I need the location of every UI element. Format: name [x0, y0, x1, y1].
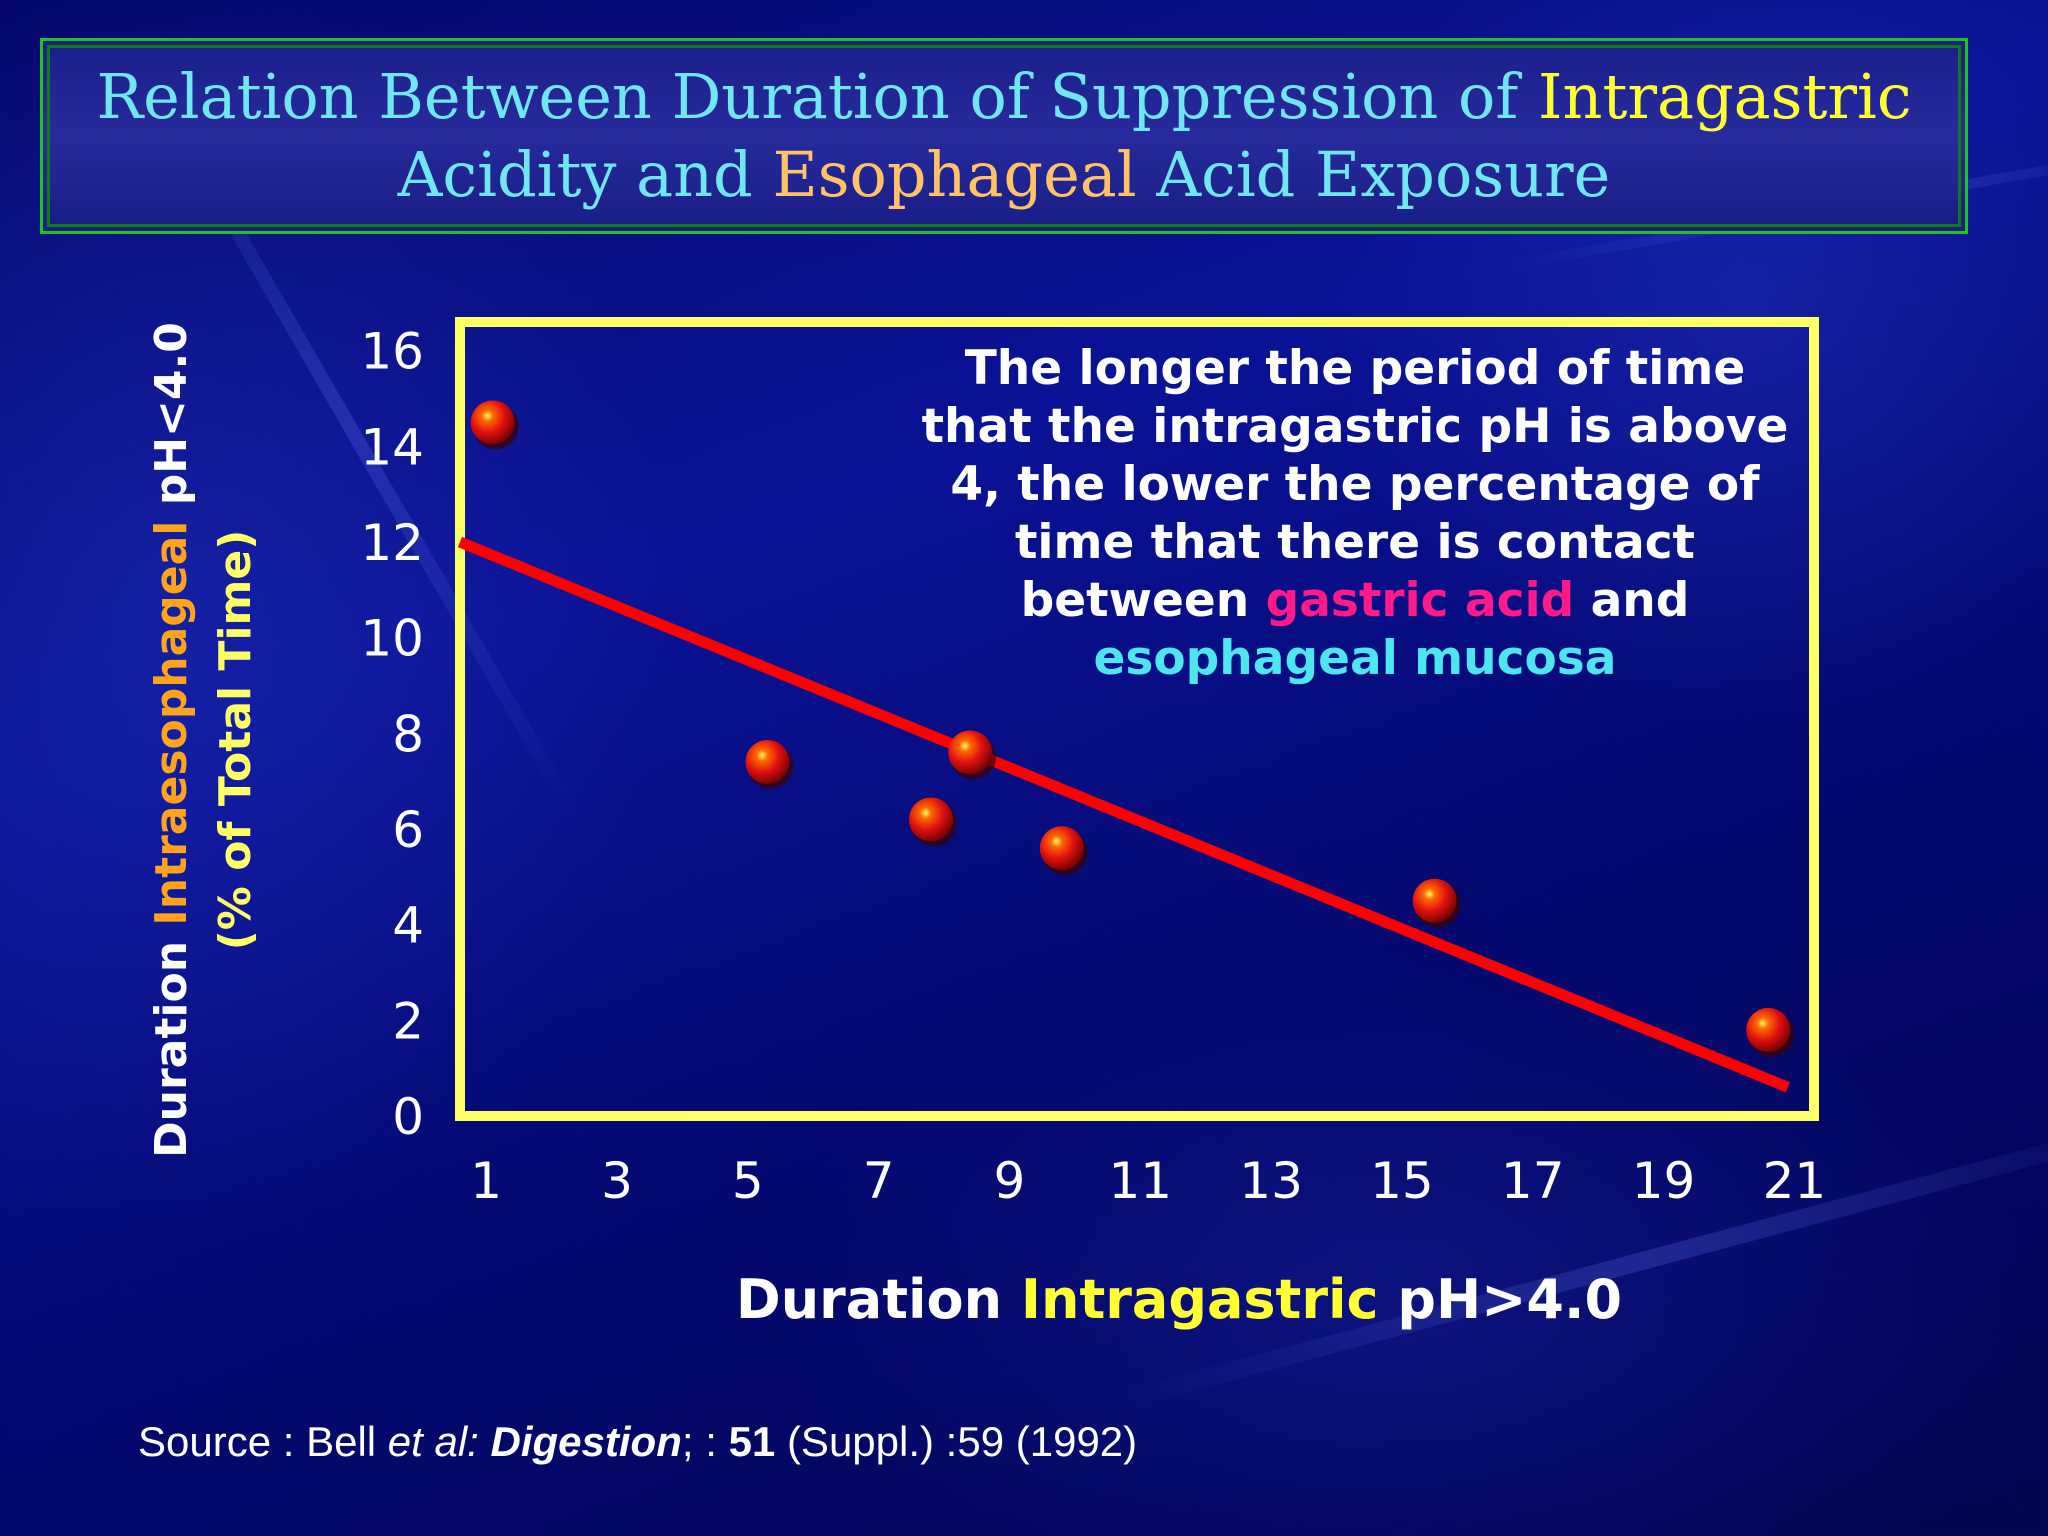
x-tick-label: 19 [1632, 1152, 1696, 1210]
x-tick-label: 17 [1501, 1152, 1565, 1210]
annotation-highlight-gastric-acid: gastric acid [1265, 573, 1575, 628]
y-tick-label: 12 [360, 514, 424, 572]
data-point [1746, 1007, 1795, 1057]
x-tick-label: 21 [1763, 1152, 1827, 1210]
source-citation: Source : Bell et al: Digestion; : 51 (Su… [138, 1418, 1137, 1466]
data-point [948, 730, 997, 780]
data-point [1039, 826, 1088, 876]
title-highlight-intragastric: Intragastric [1538, 60, 1912, 133]
data-point [470, 400, 519, 450]
source-volume: 51 [728, 1418, 776, 1465]
data-points [470, 400, 1795, 1057]
data-point-marker [1746, 1007, 1791, 1052]
x-tick-label: 9 [994, 1152, 1026, 1210]
data-point-marker [908, 797, 953, 842]
title-line-2: Acidity and Esophageal Acid Exposure [398, 136, 1611, 214]
annotation-line: The longer the period of time [964, 341, 1746, 396]
y-tick-label: 16 [360, 323, 424, 381]
data-point [1412, 878, 1461, 928]
title-text: Acidity and [397, 138, 773, 211]
title-text: Acid Exposure [1136, 138, 1611, 211]
trend-line-group [457, 536, 1790, 1093]
trend-line [457, 536, 1790, 1093]
annotation-text: and [1574, 573, 1690, 628]
y-tick-label: 6 [392, 801, 424, 859]
data-point [745, 740, 794, 790]
y-tick-labels: 0 2 4 6 8 10 12 14 16 [360, 323, 424, 1146]
y-tick-label: 2 [392, 992, 424, 1050]
x-tick-label: 1 [470, 1152, 502, 1210]
source-journal: Digestion [490, 1418, 682, 1465]
x-label-part: Duration [735, 1268, 1021, 1331]
annotation-line: time that there is contact [1014, 515, 1696, 570]
x-tick-labels: 1 3 5 7 9 11 13 15 17 19 21 [470, 1152, 1826, 1210]
data-point [908, 797, 957, 847]
data-point-marker [745, 740, 790, 785]
source-mid: ; : [681, 1418, 729, 1465]
source-suffix: (Suppl.) :59 (1992) [775, 1418, 1138, 1465]
data-point-marker [470, 400, 515, 445]
x-tick-label: 13 [1239, 1152, 1303, 1210]
x-tick-label: 11 [1108, 1152, 1172, 1210]
y-tick-label: 10 [360, 610, 424, 668]
annotation-line: that the intragastric pH is above [921, 399, 1789, 454]
x-tick-label: 7 [863, 1152, 895, 1210]
y-tick-label: 4 [392, 897, 424, 955]
annotation-highlight-esophageal-mucosa: esophageal mucosa [1093, 631, 1617, 686]
x-tick-label: 5 [732, 1152, 764, 1210]
x-tick-label: 15 [1370, 1152, 1434, 1210]
x-axis-label: Duration Intragastric pH>4.0 [0, 1268, 2048, 1331]
x-label-highlight: Intragastric [1020, 1268, 1379, 1331]
source-etal: et al: [387, 1418, 491, 1465]
y-tick-label: 14 [360, 418, 424, 476]
source-prefix: Source : Bell [138, 1418, 388, 1465]
title-line-1: Relation Between Duration of Suppression… [96, 58, 1911, 136]
y-tick-label: 8 [392, 705, 424, 763]
slide-title: Relation Between Duration of Suppression… [40, 38, 1968, 234]
chart-annotation: The longer the period of time that the i… [905, 340, 1805, 688]
title-text: Relation Between Duration of Suppression… [96, 60, 1539, 133]
annotation-text: between [1020, 573, 1266, 628]
plot-frame [455, 317, 1819, 1121]
data-point-marker [948, 730, 993, 775]
x-label-part: pH>4.0 [1378, 1268, 1623, 1331]
x-tick-label: 3 [601, 1152, 633, 1210]
y-tick-label: 0 [392, 1088, 424, 1146]
data-point-marker [1039, 826, 1084, 871]
title-highlight-esophageal: Esophageal [772, 138, 1137, 211]
annotation-line: between gastric acid and [905, 572, 1805, 630]
data-point-marker [1412, 878, 1457, 923]
annotation-line: 4, the lower the percentage of [950, 457, 1760, 512]
